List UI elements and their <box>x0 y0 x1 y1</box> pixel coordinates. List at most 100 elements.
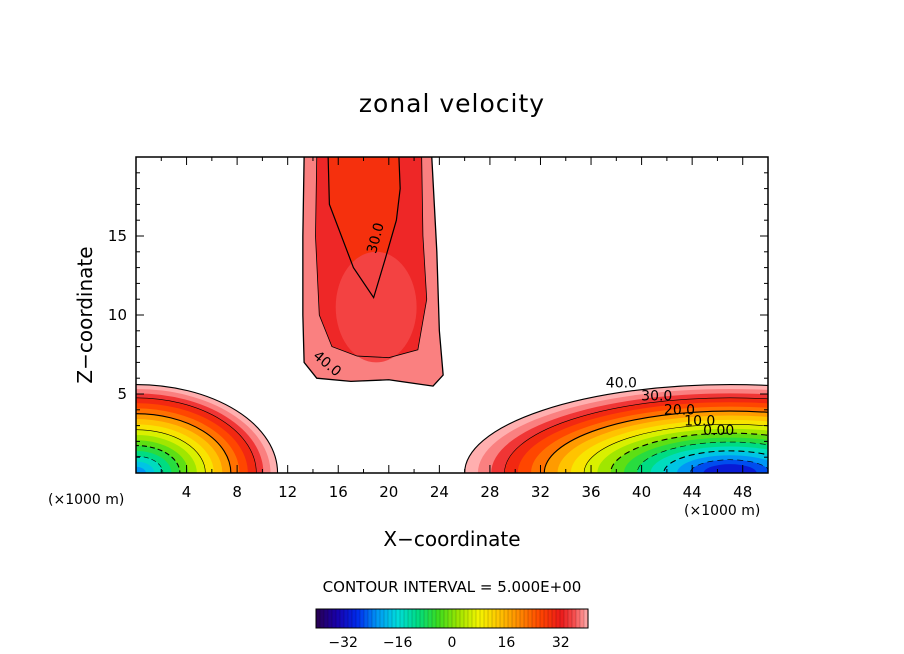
colorbar-segment <box>476 609 481 628</box>
colorbar-segment <box>556 609 561 628</box>
colorbar-segment <box>568 609 573 628</box>
colorbar-segment <box>544 609 549 628</box>
colorbar-segment <box>380 609 385 628</box>
colorbar-segment <box>320 609 325 628</box>
x-tick-label: 40 <box>632 483 651 501</box>
x-tick-label: 8 <box>232 483 242 501</box>
colorbar-segment <box>504 609 509 628</box>
colorbar-segment <box>532 609 537 628</box>
axis-ticks <box>136 157 768 473</box>
colorbar-segment <box>368 609 373 628</box>
colorbar-segment <box>548 609 553 628</box>
colorbar-tick-label: 16 <box>497 635 515 651</box>
colorbar-segment <box>384 609 389 628</box>
colorbar-segment <box>404 609 409 628</box>
colorbar-segment <box>448 609 453 628</box>
colorbar-segment <box>340 609 345 628</box>
colorbar-segment <box>392 609 397 628</box>
contour-interval-text: CONTOUR INTERVAL = 5.000E+00 <box>323 578 582 596</box>
colorbar-segment <box>500 609 505 628</box>
x-tick-label: 4 <box>182 483 192 501</box>
colorbar-segment <box>428 609 433 628</box>
colorbar-tick-label: 32 <box>552 635 570 651</box>
colorbar-segment <box>412 609 417 628</box>
colorbar-segment <box>496 609 501 628</box>
colorbar-segment <box>576 609 581 628</box>
colorbar-segment <box>348 609 353 628</box>
x-tick-label: 32 <box>531 483 550 501</box>
colorbar <box>315 609 589 628</box>
colorbar-segment <box>452 609 457 628</box>
contour-label: 10.0 <box>684 414 715 430</box>
colorbar-segment <box>332 609 337 628</box>
colorbar-segment <box>520 609 525 628</box>
x-tick-label: 16 <box>329 483 348 501</box>
colorbar-segment <box>584 609 589 628</box>
contour-line <box>583 424 768 473</box>
x-tick-label: 36 <box>581 483 600 501</box>
colorbar-segment <box>444 609 449 628</box>
contour-label: 30.0 <box>364 221 388 255</box>
y-tick-labels: 5 10 15 <box>108 227 127 403</box>
colorbar-segment <box>328 609 333 628</box>
colorbar-segment <box>440 609 445 628</box>
colorbar-tick-labels: −32 −16 0 16 32 <box>328 635 569 651</box>
colorbar-segment <box>316 609 321 628</box>
x-axis-unit-right: (×1000 m) <box>684 503 760 519</box>
contour-line <box>689 459 768 473</box>
colorbar-segment <box>536 609 541 628</box>
colorbar-segment <box>468 609 473 628</box>
colorbar-segment <box>480 609 485 628</box>
contour-band-jet-core <box>335 251 417 363</box>
y-tick-label: 10 <box>108 306 127 324</box>
colorbar-segment <box>432 609 437 628</box>
x-tick-label: 12 <box>278 483 297 501</box>
colorbar-segment <box>344 609 349 628</box>
y-axis-label: Z−coordinate <box>73 246 97 383</box>
x-tick-label: 44 <box>683 483 702 501</box>
colorbar-segment <box>464 609 469 628</box>
colorbar-segment <box>580 609 585 628</box>
colorbar-segment <box>484 609 489 628</box>
colorbar-tick-label: −16 <box>383 635 413 651</box>
colorbar-segment <box>516 609 521 628</box>
contour-label: 30.0 <box>641 388 672 404</box>
colorbar-segment <box>472 609 477 628</box>
colorbar-segment <box>572 609 577 628</box>
colorbar-segment <box>528 609 533 628</box>
contour-label: 0.00 <box>703 423 734 439</box>
contour-band-right <box>703 464 757 473</box>
colorbar-segment <box>540 609 545 628</box>
colorbar-segment <box>372 609 377 628</box>
y-tick-label: 15 <box>108 227 127 245</box>
colorbar-segment <box>324 609 329 628</box>
colorbar-segment <box>416 609 421 628</box>
colorbar-segment <box>456 609 461 628</box>
x-tick-label: 24 <box>430 483 449 501</box>
contour-line <box>315 157 428 359</box>
colorbar-segment <box>524 609 529 628</box>
colorbar-segment <box>512 609 517 628</box>
colorbar-segment <box>564 609 569 628</box>
y-tick-label: 5 <box>117 385 127 403</box>
colorbar-segment <box>400 609 405 628</box>
x-axis-label: X−coordinate <box>383 527 520 551</box>
colorbar-segment <box>508 609 513 628</box>
colorbar-segment <box>356 609 361 628</box>
colorbar-segment <box>560 609 565 628</box>
contour-label: 20.0 <box>664 403 695 419</box>
contour-band-left <box>136 466 146 473</box>
x-tick-label: 48 <box>733 483 752 501</box>
colorbar-segment <box>360 609 365 628</box>
colorbar-segment <box>364 609 369 628</box>
x-tick-label: 20 <box>379 483 398 501</box>
contour-label: 40.0 <box>606 376 637 392</box>
colorbar-segment <box>436 609 441 628</box>
colorbar-segment <box>352 609 357 628</box>
colorbar-segment <box>424 609 429 628</box>
colorbar-segment <box>396 609 401 628</box>
x-axis-unit-left: (×1000 m) <box>48 492 124 508</box>
colorbar-segment <box>460 609 465 628</box>
colorbar-tick-label: −32 <box>328 635 358 651</box>
contour-line <box>663 450 768 473</box>
